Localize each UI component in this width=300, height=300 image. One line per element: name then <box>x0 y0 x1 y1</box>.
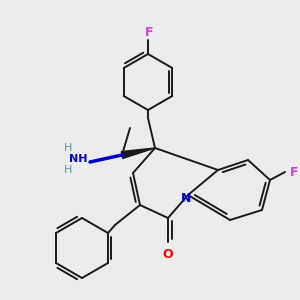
Text: H: H <box>64 165 72 175</box>
Text: O: O <box>163 248 173 260</box>
Text: F: F <box>290 167 298 179</box>
Text: F: F <box>145 26 153 38</box>
Text: H: H <box>64 143 72 153</box>
Text: NH: NH <box>69 154 87 164</box>
Text: N: N <box>181 193 191 206</box>
Polygon shape <box>121 148 155 158</box>
